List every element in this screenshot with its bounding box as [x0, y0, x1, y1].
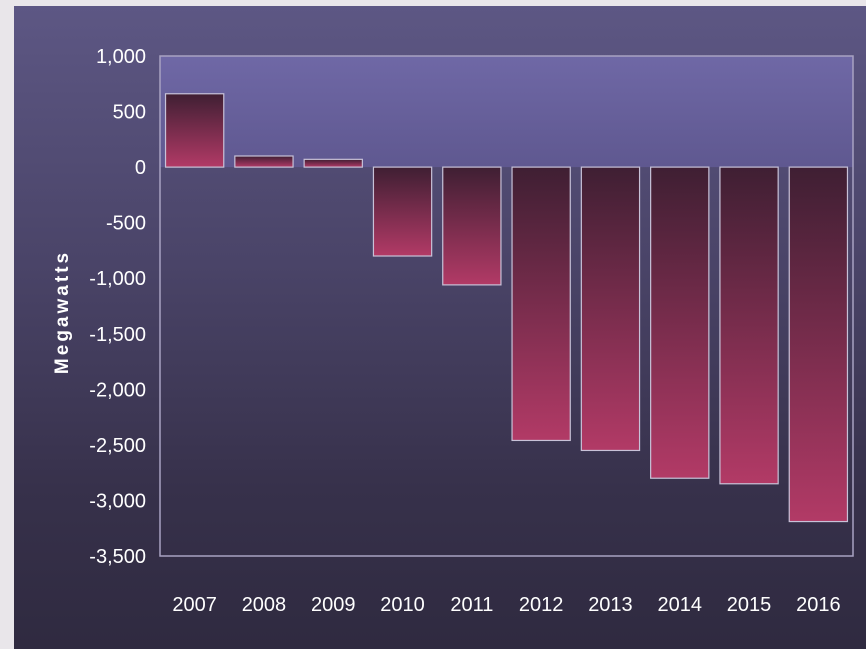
y-tick-label: -2,500 [89, 435, 146, 457]
bar-2013 [580, 166, 641, 452]
bar-2015 [719, 166, 779, 485]
x-tick-label-2016: 2016 [796, 594, 841, 616]
x-tick-label-2015: 2015 [727, 594, 772, 616]
x-tick-label-2013: 2013 [588, 594, 633, 616]
x-tick-label-2010: 2010 [380, 594, 425, 616]
bar-2008 [234, 155, 294, 168]
x-axis-ticks: 2007 2008 2009 2010 2011 2012 2013 2014 2015 2016 [172, 594, 840, 616]
positive-region-band [160, 56, 853, 168]
bar-2012 [511, 166, 571, 442]
y-axis-label: Megawatts [52, 250, 73, 374]
bar-2011 [442, 166, 502, 286]
x-tick-label-2008: 2008 [242, 594, 287, 616]
plot-area-border [159, 55, 854, 557]
y-tick-label: 0 [135, 157, 146, 179]
x-tick-label-2007: 2007 [172, 594, 217, 616]
y-tick-label: -500 [106, 213, 146, 235]
x-tick-label-2012: 2012 [519, 594, 564, 616]
y-tick-label: -1,000 [89, 268, 146, 290]
bar-2009 [303, 158, 363, 168]
bar-2010 [372, 166, 433, 257]
x-tick-label-2014: 2014 [658, 594, 703, 616]
y-tick-label: -2,000 [89, 379, 146, 401]
bar-2007 [164, 93, 225, 168]
bar-2014 [650, 166, 710, 479]
x-tick-label-2011: 2011 [450, 594, 493, 616]
y-axis-ticks: 1,000 500 0 -500 -1,000 -1,500 -2,000 -2,500 -3,… [89, 46, 146, 568]
bars-group [164, 93, 849, 523]
y-tick-label: 1,000 [96, 46, 146, 68]
y-tick-label: -3,000 [89, 490, 146, 512]
bar-2016 [788, 166, 849, 523]
y-tick-label: 500 [113, 102, 146, 124]
y-tick-label: -1,500 [89, 324, 146, 346]
y-tick-label: -3,500 [89, 546, 146, 568]
x-tick-label-2009: 2009 [311, 594, 356, 616]
